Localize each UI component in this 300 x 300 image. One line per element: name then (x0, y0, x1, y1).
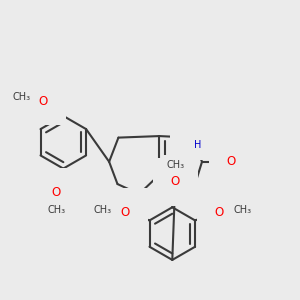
Text: O: O (118, 207, 127, 220)
Text: O: O (121, 206, 130, 219)
Text: N: N (188, 130, 197, 142)
Text: O: O (214, 206, 224, 219)
Text: O: O (227, 155, 236, 168)
Text: CH₃: CH₃ (47, 205, 66, 215)
Text: CH₃: CH₃ (93, 205, 111, 214)
Text: H: H (194, 140, 201, 150)
Text: CH₃: CH₃ (13, 92, 31, 102)
Text: CH₃: CH₃ (166, 160, 184, 170)
Text: O: O (39, 94, 48, 108)
Text: O: O (52, 186, 61, 199)
Text: CH₃: CH₃ (233, 205, 251, 214)
Text: O: O (171, 176, 180, 188)
